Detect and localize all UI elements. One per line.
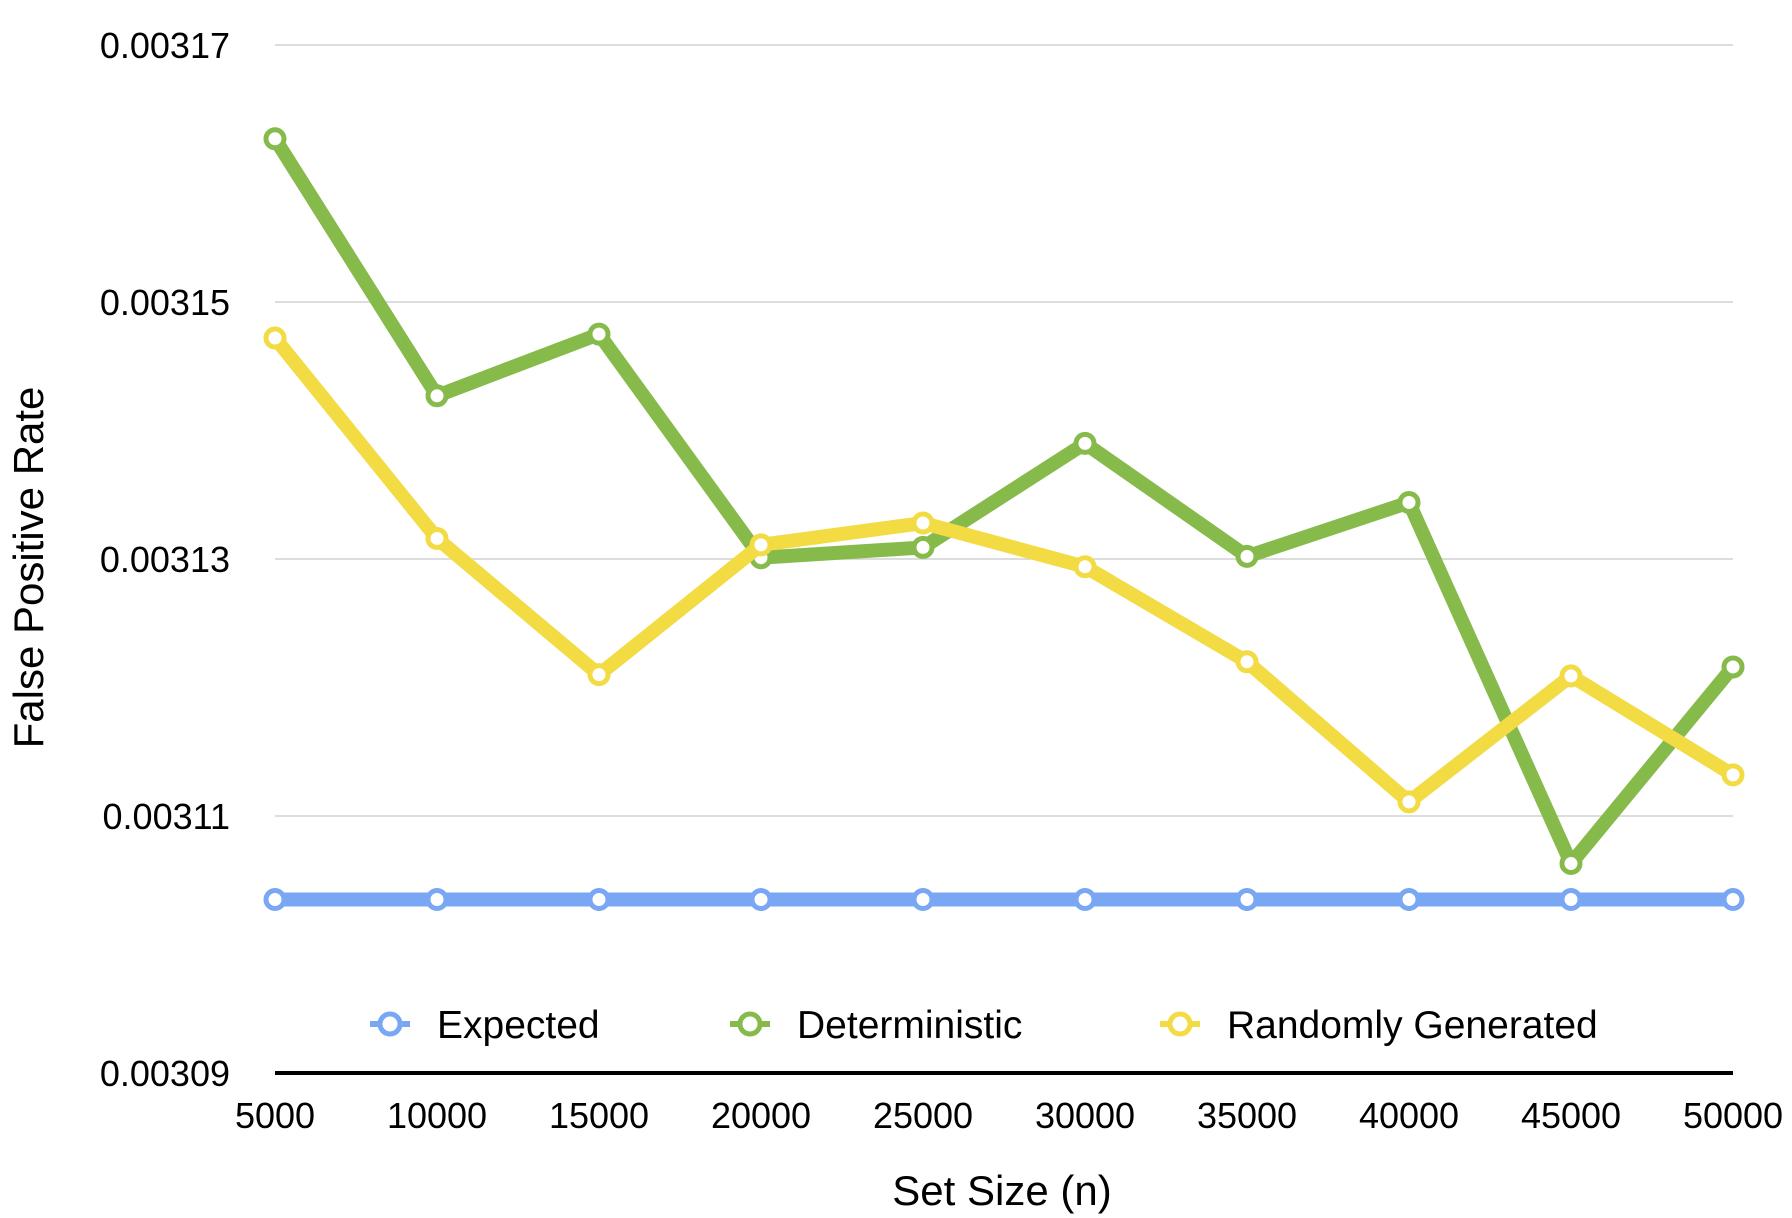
data-point-randomly-generated xyxy=(263,326,287,350)
legend-swatch-marker xyxy=(377,1011,403,1037)
y-tick-label: 0.00309 xyxy=(100,1053,230,1094)
series-line-deterministic xyxy=(268,131,1740,871)
x-tick-label: 40000 xyxy=(1359,1095,1459,1136)
y-tick-label: 0.00315 xyxy=(100,282,230,323)
data-point-deterministic xyxy=(1235,544,1259,568)
data-point-deterministic xyxy=(1397,490,1421,514)
x-tick-label: 45000 xyxy=(1521,1095,1621,1136)
x-tick-label: 5000 xyxy=(235,1095,315,1136)
data-point-deterministic xyxy=(263,127,287,151)
y-tick-label: 0.00311 xyxy=(103,796,230,837)
data-point-randomly-generated xyxy=(587,663,611,687)
legend: Expected Deterministic Randomly Generated xyxy=(370,1004,1598,1047)
legend-item-deterministic: Deterministic xyxy=(730,1004,1022,1047)
series-randomly-generated xyxy=(263,326,1745,814)
data-point-expected xyxy=(1721,888,1745,912)
data-point-expected xyxy=(1235,888,1259,912)
y-axis-ticks: 0.00317 0.00315 0.00313 0.00311 0.00309 xyxy=(100,25,230,1094)
data-point-expected xyxy=(1559,888,1583,912)
legend-item-expected: Expected xyxy=(370,1004,600,1047)
x-tick-label: 25000 xyxy=(873,1095,973,1136)
series-line-randomly-generated xyxy=(268,330,1740,809)
data-point-randomly-generated xyxy=(1397,790,1421,814)
legend-label: Randomly Generated xyxy=(1227,1004,1598,1047)
legend-label: Expected xyxy=(437,1004,600,1047)
data-point-expected xyxy=(587,888,611,912)
x-tick-label: 15000 xyxy=(549,1095,649,1136)
legend-item-randomly-generated: Randomly Generated xyxy=(1160,1004,1598,1047)
x-axis-title: Set Size (n) xyxy=(892,1167,1111,1214)
data-point-expected xyxy=(1073,888,1097,912)
y-axis-title: False Positive Rate xyxy=(5,387,52,749)
legend-label: Deterministic xyxy=(797,1004,1022,1047)
legend-swatch-marker xyxy=(737,1011,763,1037)
data-point-deterministic xyxy=(425,384,449,408)
data-point-expected xyxy=(263,888,287,912)
y-tick-label: 0.00317 xyxy=(100,25,230,66)
data-point-randomly-generated xyxy=(749,533,773,557)
data-point-deterministic xyxy=(1073,431,1097,455)
data-point-randomly-generated xyxy=(1721,763,1745,787)
x-tick-label: 35000 xyxy=(1197,1095,1297,1136)
data-point-expected xyxy=(425,888,449,912)
grid-lines xyxy=(275,44,1733,817)
data-point-randomly-generated xyxy=(1073,555,1097,579)
data-point-deterministic xyxy=(587,322,611,346)
x-tick-label: 30000 xyxy=(1035,1095,1135,1136)
x-tick-label: 10000 xyxy=(387,1095,487,1136)
data-point-randomly-generated xyxy=(911,511,935,535)
data-point-deterministic xyxy=(1559,852,1583,876)
legend-swatch-marker xyxy=(1167,1011,1193,1037)
x-tick-label: 50000 xyxy=(1683,1095,1783,1136)
data-point-randomly-generated xyxy=(1235,650,1259,674)
series-lines xyxy=(263,127,1745,912)
series-expected xyxy=(263,888,1745,912)
data-point-expected xyxy=(1397,888,1421,912)
data-point-deterministic xyxy=(911,535,935,559)
data-point-expected xyxy=(749,888,773,912)
y-tick-label: 0.00313 xyxy=(100,539,230,580)
x-tick-label: 20000 xyxy=(711,1095,811,1136)
data-point-deterministic xyxy=(1721,655,1745,679)
data-point-expected xyxy=(911,888,935,912)
data-point-randomly-generated xyxy=(1559,664,1583,688)
series-deterministic xyxy=(263,127,1745,876)
data-point-randomly-generated xyxy=(425,526,449,550)
x-axis-ticks: 5000 10000 15000 20000 25000 30000 35000 40000 4… xyxy=(235,1095,1783,1136)
